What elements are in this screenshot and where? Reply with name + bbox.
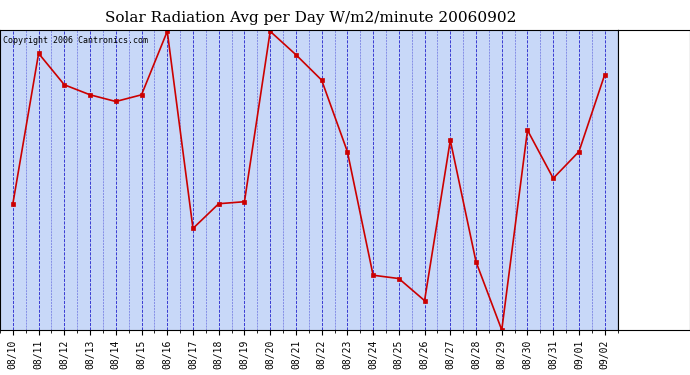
Text: Copyright 2006 Cantronics.com: Copyright 2006 Cantronics.com: [3, 36, 148, 45]
Text: Solar Radiation Avg per Day W/m2/minute 20060902: Solar Radiation Avg per Day W/m2/minute …: [105, 11, 516, 25]
